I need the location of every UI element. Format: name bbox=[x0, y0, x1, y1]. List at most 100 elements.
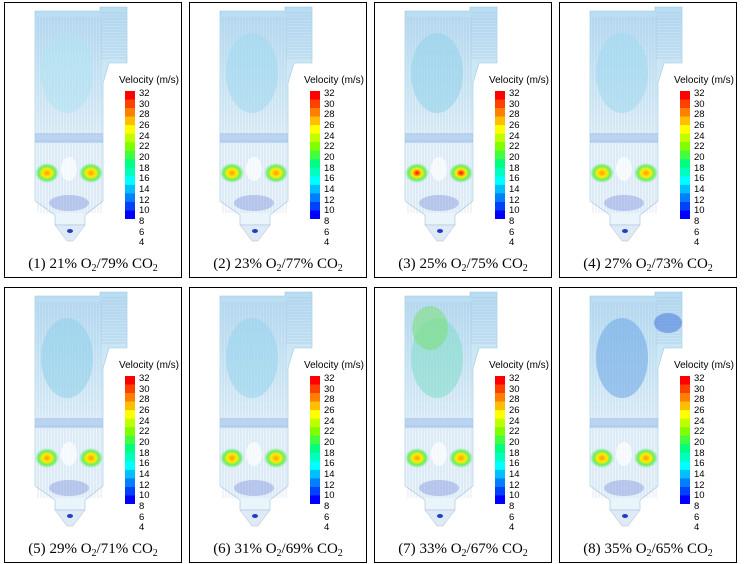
central-core bbox=[246, 442, 262, 466]
legend-color-swatch bbox=[495, 486, 505, 496]
panel-caption: (2) 23% O2/77% CO2 bbox=[213, 256, 343, 274]
caption-part: 2 bbox=[461, 263, 467, 274]
legend-tick-label: 18 bbox=[324, 447, 335, 459]
caption-part: 2 bbox=[276, 263, 282, 274]
legend-color-swatch bbox=[495, 210, 505, 219]
legend-color-swatch bbox=[310, 486, 320, 496]
legend-color-swatch bbox=[125, 133, 135, 143]
legend-tick-label: 8 bbox=[509, 215, 515, 227]
legend-color-swatch bbox=[680, 384, 690, 394]
legend-color-swatch bbox=[310, 99, 320, 109]
burner-hotspot bbox=[79, 163, 103, 183]
caption-part: 2 bbox=[91, 263, 97, 274]
transition-band bbox=[405, 418, 473, 428]
burner-hotspot bbox=[35, 163, 59, 183]
contour-panel: Velocity (m/s) 32 30 28 26 24 22 20 18 16 14 12 10 8 6… bbox=[559, 2, 737, 278]
legend-tick-label: 12 bbox=[139, 479, 150, 491]
caption-part: (8) bbox=[583, 541, 601, 557]
legend-color-swatch bbox=[310, 410, 320, 419]
legend-color-swatch bbox=[310, 142, 320, 152]
legend-color-swatch bbox=[310, 193, 320, 203]
legend-color-swatch bbox=[125, 99, 135, 109]
caption-part: 73% bbox=[655, 256, 684, 272]
legend-color-swatch bbox=[310, 435, 320, 445]
upper-flow-region bbox=[41, 318, 93, 398]
central-core bbox=[61, 442, 77, 466]
legend-tick-label: 32 bbox=[324, 88, 335, 99]
central-core bbox=[431, 442, 447, 466]
legend-color-swatch bbox=[680, 410, 690, 419]
legend-tick-label: 30 bbox=[324, 98, 335, 110]
upper-flow-region bbox=[654, 313, 682, 333]
legend-color-swatch bbox=[495, 376, 505, 385]
caption-part: CO bbox=[316, 256, 338, 272]
legend-tick-label: 4 bbox=[694, 237, 700, 249]
burner-hotspot bbox=[79, 448, 103, 468]
legend-tick-label: 26 bbox=[694, 119, 705, 131]
furnace-velocity-field bbox=[404, 6, 498, 242]
legend-tick-label: 16 bbox=[324, 458, 335, 470]
legend-color-swatch bbox=[125, 418, 135, 428]
legend-color-swatch bbox=[495, 478, 505, 488]
legend-color-swatch bbox=[125, 176, 135, 186]
legend-tick-label: 20 bbox=[509, 151, 520, 163]
legend-color-swatch bbox=[495, 452, 505, 462]
legend-tick-label: 6 bbox=[694, 511, 700, 523]
legend-color-swatch bbox=[680, 176, 690, 186]
caption-part: CO bbox=[316, 541, 338, 557]
legend-color-swatch bbox=[125, 427, 135, 437]
legend-color-swatch bbox=[310, 444, 320, 454]
legend-color-swatch bbox=[680, 401, 690, 411]
legend-color-swatch bbox=[680, 393, 690, 402]
legend-tick-label: 10 bbox=[324, 205, 335, 217]
legend-tick-label: 16 bbox=[694, 173, 705, 185]
caption-part: 2 bbox=[152, 548, 158, 559]
caption-part: CO bbox=[686, 256, 708, 272]
legend-tick-label: 18 bbox=[694, 162, 705, 174]
legend-color-swatch bbox=[310, 495, 320, 504]
legend-tick-label: 10 bbox=[139, 205, 150, 217]
legend-title: Velocity (m/s) bbox=[674, 360, 735, 371]
caption-part: 2 bbox=[461, 548, 467, 559]
legend-tick-label: 20 bbox=[139, 151, 150, 163]
legend-color-swatch bbox=[495, 410, 505, 419]
legend-color-swatch bbox=[495, 167, 505, 177]
legend-tick-label: 24 bbox=[139, 130, 150, 142]
legend-color-swatch bbox=[495, 159, 505, 169]
legend-color-swatch bbox=[310, 150, 320, 160]
caption-part: CO bbox=[131, 541, 153, 557]
bottom-flow-region bbox=[49, 195, 89, 211]
caption-part: 29% bbox=[49, 541, 77, 557]
legend-tick-label: 28 bbox=[139, 394, 150, 406]
caption-part: 21% bbox=[49, 256, 77, 272]
burner-hotspot bbox=[634, 163, 658, 183]
legend-color-swatch bbox=[310, 401, 320, 411]
transition-band bbox=[590, 418, 658, 428]
caption-part: CO bbox=[501, 541, 523, 557]
burner-hotspot bbox=[220, 448, 244, 468]
legend-color-swatch bbox=[125, 116, 135, 126]
caption-part: 31% bbox=[234, 541, 262, 557]
legend-tick-label: 30 bbox=[324, 383, 335, 395]
contour-panel: Velocity (m/s) 32 30 28 26 24 22 20 18 16 14 12 10 8 6… bbox=[4, 287, 182, 563]
caption-part: 65% bbox=[655, 541, 684, 557]
central-core bbox=[431, 157, 447, 181]
upper-flow-region bbox=[596, 318, 648, 398]
furnace-lower-chamber bbox=[34, 140, 104, 226]
legend-tick-label: 32 bbox=[509, 373, 520, 384]
caption-part: CO bbox=[686, 541, 708, 557]
legend-tick-label: 28 bbox=[509, 109, 520, 121]
caption-part: (1) bbox=[28, 256, 46, 272]
legend-tick-label: 30 bbox=[694, 98, 705, 110]
legend-color-swatch bbox=[310, 201, 320, 211]
transition-band bbox=[35, 418, 103, 428]
legend-tick-label: 20 bbox=[324, 436, 335, 448]
legend-tick-label: 30 bbox=[694, 383, 705, 395]
legend-tick-label: 32 bbox=[139, 88, 150, 99]
legend-color-swatch bbox=[680, 486, 690, 496]
caption-part: (7) bbox=[398, 541, 416, 557]
legend-tick-label: 30 bbox=[509, 98, 520, 110]
legend-tick-label: 12 bbox=[509, 194, 520, 206]
legend-color-swatch bbox=[310, 393, 320, 402]
bottom-flow-region bbox=[234, 195, 274, 211]
